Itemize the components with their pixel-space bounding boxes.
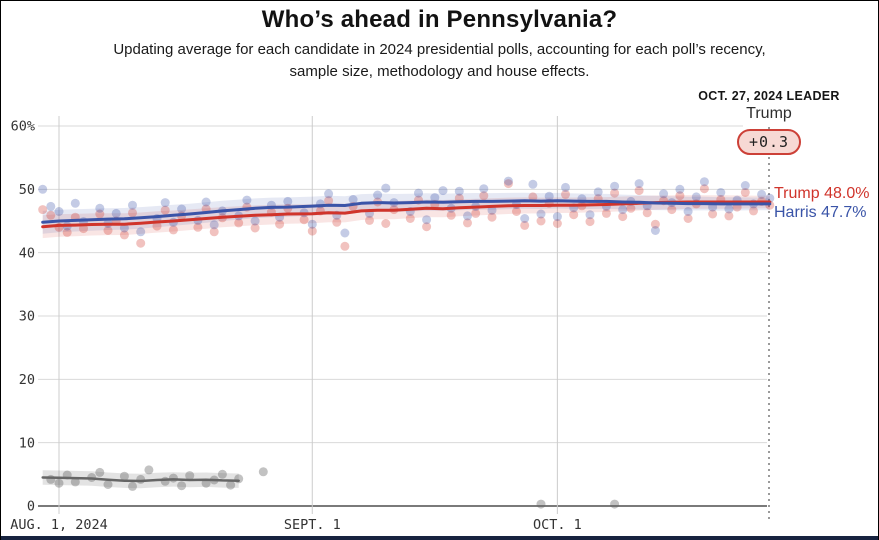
svg-text:SEPT. 1: SEPT. 1 xyxy=(284,517,341,533)
chart-subtitle-line1: Updating average for each candidate in 2… xyxy=(113,41,766,58)
leader-margin-badge: +0.3 xyxy=(737,129,801,155)
harris-average-line xyxy=(41,199,772,224)
leader-annotation: OCT. 27, 2024 LEADER Trump xyxy=(657,89,878,123)
svg-text:0: 0 xyxy=(27,499,35,515)
svg-text:20: 20 xyxy=(19,372,35,388)
svg-text:10: 10 xyxy=(19,435,35,451)
leader-name: Trump xyxy=(746,105,792,122)
leader-date-label: OCT. 27, 2024 LEADER xyxy=(698,89,840,103)
harris-uncertainty-band xyxy=(42,192,770,234)
page-title: Who’s ahead in Pennsylvania? xyxy=(261,6,618,33)
chart-subtitle: Updating average for each candidate in 2… xyxy=(50,39,830,83)
gray-series-average-line xyxy=(41,476,240,483)
trump-poll-dots xyxy=(38,179,775,251)
svg-text:AUG. 1, 2024: AUG. 1, 2024 xyxy=(10,517,108,533)
gridlines: 60% 50 40 30 20 10 0 AUG. 1, 2024 SEPT. 1 OCT. 1 xyxy=(10,116,767,533)
svg-text:30: 30 xyxy=(19,309,35,325)
svg-text:50: 50 xyxy=(19,182,35,198)
svg-text:40: 40 xyxy=(19,245,35,261)
svg-text:60%: 60% xyxy=(11,119,35,135)
harris-series-label: Harris 47.7% xyxy=(774,204,867,221)
gray-series-uncertainty-band xyxy=(42,470,239,489)
bottom-bar xyxy=(1,536,878,540)
chart-subtitle-line2: sample size, methodology and house effec… xyxy=(289,62,590,80)
svg-text:OCT. 1: OCT. 1 xyxy=(533,517,582,533)
gray-series-poll-dots xyxy=(46,465,620,509)
trump-series-label: Trump 48.0% xyxy=(774,185,870,202)
